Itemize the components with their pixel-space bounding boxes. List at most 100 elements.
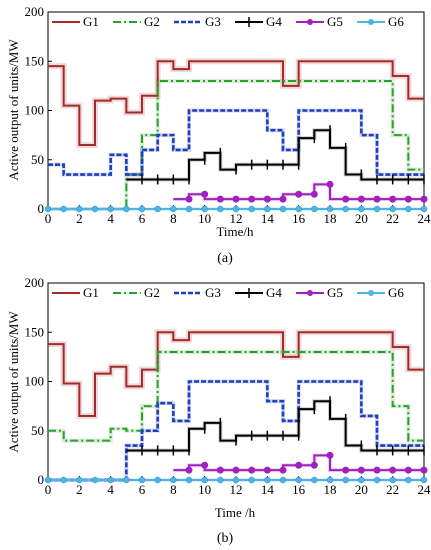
legend-label: G5 [327, 285, 343, 300]
g6-point [60, 205, 67, 213]
legend: G1 G2 G3 G4 G5 G6 [52, 14, 404, 29]
g6-point [123, 205, 130, 213]
g6-point [76, 205, 83, 213]
g5-point [373, 466, 381, 474]
g6-point [420, 476, 428, 484]
g5-point [216, 195, 224, 203]
x-tick-label: 24 [418, 211, 431, 226]
g6-point [154, 205, 161, 213]
g6-point [44, 476, 52, 484]
g6-point [405, 205, 412, 213]
g6-point [44, 205, 52, 213]
g5-point [232, 466, 240, 474]
x-tick-label: 14 [261, 211, 275, 226]
g6-point [232, 476, 240, 484]
g6-point [201, 205, 208, 213]
series-g6 [44, 205, 428, 213]
g5-point [373, 195, 381, 203]
g6-point [389, 476, 396, 484]
g5-point [420, 195, 428, 203]
y-tick-label: 200 [25, 4, 45, 19]
y-axis-ticks: 0 50 100 150 200 [25, 275, 52, 487]
g6-point [138, 205, 146, 213]
g5-point [201, 461, 209, 469]
g5-point [216, 466, 224, 474]
x-axis-label: Time /h [215, 505, 256, 520]
series-g1-line [48, 60, 424, 146]
panel-label: (a) [217, 251, 233, 266]
g5-point [310, 461, 318, 469]
series-group [44, 329, 428, 484]
x-tick-label: 14 [261, 482, 275, 497]
g6-point [279, 476, 287, 484]
y-tick-label: 200 [25, 275, 45, 290]
g5-point [248, 195, 256, 203]
y-tick-label: 50 [31, 423, 44, 438]
series-g1-line [48, 331, 424, 417]
g6-point [170, 476, 177, 484]
series-g6 [44, 476, 428, 484]
x-tick-label: 16 [292, 482, 306, 497]
g6-point [248, 205, 255, 213]
g5-point [389, 195, 397, 203]
series-g5 [173, 451, 428, 474]
legend-marker [368, 19, 374, 25]
y-tick-label: 100 [25, 103, 45, 118]
g6-point [123, 476, 130, 484]
g5-point [263, 466, 271, 474]
g6-point [358, 205, 365, 213]
x-tick-label: 0 [45, 482, 52, 497]
g6-point [248, 476, 255, 484]
series-g5 [173, 180, 428, 203]
x-tick-label: 24 [418, 482, 431, 497]
g6-point [295, 205, 302, 213]
legend-label: G3 [205, 285, 221, 300]
series-g2 [48, 349, 424, 443]
legend: G1 G2 G3 G4 G5 G6 [52, 285, 404, 300]
g5-point [357, 195, 365, 203]
g5-point [342, 195, 350, 203]
g6-point [201, 476, 208, 484]
g6-point [373, 476, 381, 484]
series-group [44, 58, 428, 213]
y-tick-label: 50 [31, 152, 44, 167]
legend-label: G3 [205, 14, 221, 29]
g5-point [232, 195, 240, 203]
series-g1 [48, 329, 424, 419]
x-axis-label: Time/h [216, 224, 254, 239]
g6-point [154, 476, 161, 484]
g6-point [295, 476, 302, 484]
x-tick-label: 6 [139, 211, 146, 226]
g5-point [404, 195, 412, 203]
g6-point [217, 476, 224, 484]
g5-point [279, 466, 287, 474]
g5-point [248, 466, 256, 474]
series-g1 [48, 58, 424, 148]
series-g3-line [48, 380, 424, 482]
g5-point [295, 461, 303, 469]
x-tick-label: 22 [386, 482, 399, 497]
x-axis-ticks: 0 2 4 6 8 10 12 14 16 18 20 22 24 [45, 205, 431, 226]
g5-point [420, 466, 428, 474]
series-g2-line [48, 350, 424, 442]
series-g3-line [48, 109, 424, 176]
g5-point [389, 466, 397, 474]
g6-point [342, 205, 349, 213]
legend-marker [307, 19, 313, 25]
x-tick-label: 4 [107, 211, 114, 226]
x-tick-label: 10 [198, 211, 211, 226]
y-tick-label: 150 [25, 53, 45, 68]
x-tick-label: 10 [198, 482, 211, 497]
series-g4 [126, 125, 425, 185]
g6-point [342, 476, 349, 484]
g5-point [326, 180, 334, 188]
g5-point [263, 195, 271, 203]
g5-point [201, 190, 209, 198]
g6-point [373, 205, 381, 213]
x-tick-label: 20 [355, 482, 368, 497]
y-tick-label: 0 [38, 472, 45, 487]
legend-label: G4 [266, 285, 282, 300]
x-tick-label: 8 [170, 482, 177, 497]
